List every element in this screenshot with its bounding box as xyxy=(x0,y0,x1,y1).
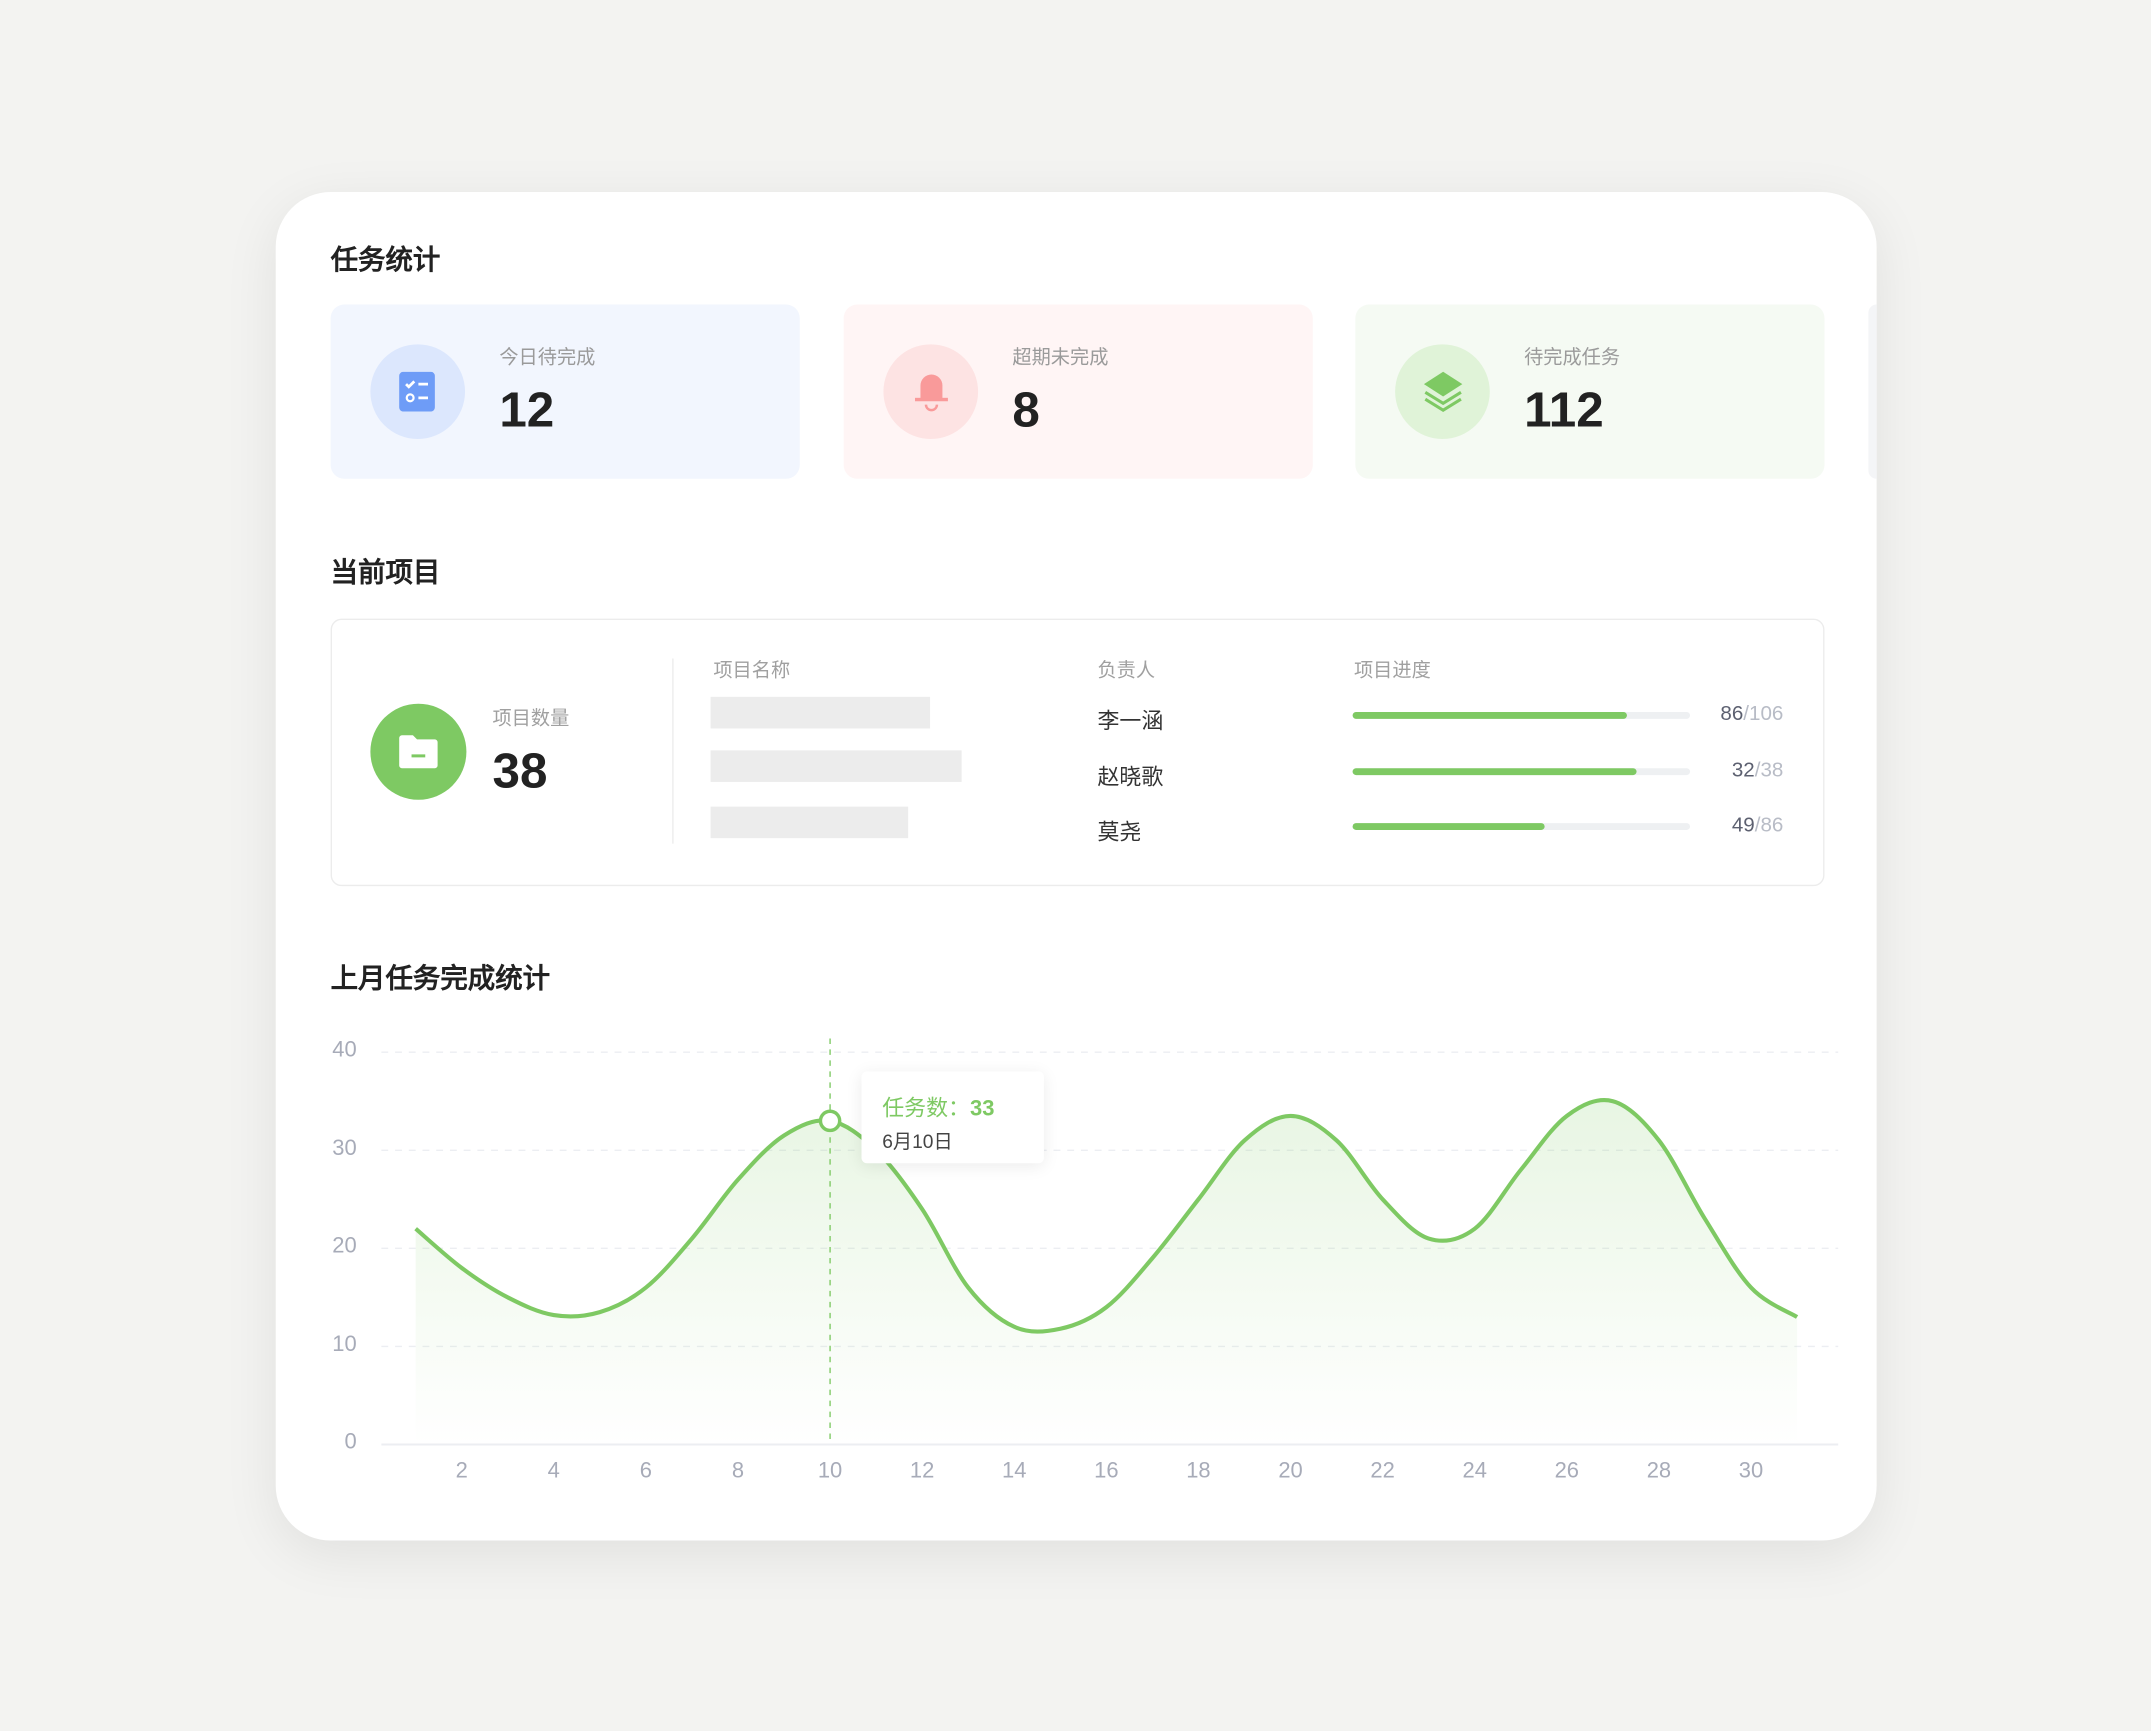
project-name-placeholder[interactable] xyxy=(710,750,962,782)
tooltip-number: 33 xyxy=(970,1097,995,1121)
x-tick-label: 2 xyxy=(455,1459,468,1483)
owner-name: 李一涵 xyxy=(1097,710,1164,734)
y-tick-label: 20 xyxy=(332,1234,357,1258)
current-projects-title: 当前项目 xyxy=(330,558,441,589)
stat-card-pending[interactable]: 待完成任务 112 xyxy=(1355,304,1825,479)
checklist-icon xyxy=(370,344,466,439)
chart-title: 上月任务完成统计 xyxy=(330,964,551,995)
x-tick-label: 16 xyxy=(1094,1459,1119,1483)
x-tick-label: 4 xyxy=(547,1459,560,1483)
x-tick-label: 30 xyxy=(1738,1459,1764,1483)
y-tick-label: 40 xyxy=(332,1038,357,1062)
stat-label: 待完成任务 xyxy=(1524,345,1621,368)
area-fill xyxy=(415,1100,1798,1445)
projects-panel xyxy=(330,618,1825,887)
progress-fill xyxy=(1352,823,1545,830)
x-tick-label: 12 xyxy=(909,1459,935,1483)
total-count: /106 xyxy=(1743,702,1784,726)
y-tick-label: 10 xyxy=(332,1332,357,1357)
stat-label: 今日待完成 xyxy=(499,345,596,368)
x-tick-label: 28 xyxy=(1646,1459,1672,1483)
progress-count: 86/106 xyxy=(1646,702,1783,725)
stat-value: 112 xyxy=(1524,381,1604,438)
x-tick-label: 24 xyxy=(1462,1459,1487,1483)
x-tick-label: 22 xyxy=(1370,1459,1395,1483)
x-tick-label: 18 xyxy=(1186,1459,1211,1483)
progress-bar xyxy=(1352,823,1691,830)
layers-icon xyxy=(1395,344,1490,439)
progress-fill xyxy=(1352,711,1627,719)
chart-tooltip: 任务数：33 6月10日 xyxy=(861,1071,1045,1164)
done-count: 32 xyxy=(1731,758,1755,782)
progress-bar xyxy=(1352,711,1691,719)
x-tick-label: 8 xyxy=(731,1459,745,1483)
y-tick-label: 0 xyxy=(344,1430,357,1455)
project-name-placeholder[interactable] xyxy=(710,696,931,729)
x-tick-label: 6 xyxy=(639,1459,652,1483)
stat-value: 8 xyxy=(1012,381,1040,438)
progress-count: 49/86 xyxy=(1646,813,1784,837)
total-count: /38 xyxy=(1754,758,1784,782)
done-count: 86 xyxy=(1720,702,1744,726)
stat-card-partial xyxy=(1868,304,1877,479)
progress-bar xyxy=(1352,768,1691,776)
stat-card-today[interactable]: 今日待完成 12 xyxy=(330,304,800,479)
column-header-owner: 负责人 xyxy=(1097,658,1156,681)
owner-name: 赵晓歌 xyxy=(1097,766,1164,791)
stat-value: 12 xyxy=(499,381,555,438)
done-count: 49 xyxy=(1731,813,1755,837)
project-count: 38 xyxy=(492,742,548,799)
series-line xyxy=(414,1098,1799,1334)
y-tick-label: 30 xyxy=(332,1136,357,1160)
total-count: /86 xyxy=(1754,813,1784,837)
progress-fill xyxy=(1352,768,1637,776)
project-name-placeholder[interactable] xyxy=(710,806,909,839)
x-tick-label: 26 xyxy=(1554,1459,1580,1483)
task-stats-title: 任务统计 xyxy=(330,245,441,276)
folder-icon xyxy=(370,703,467,800)
project-count-label: 项目数量 xyxy=(492,706,570,729)
stat-card-overdue[interactable]: 超期未完成 8 xyxy=(843,304,1313,479)
hover-point xyxy=(818,1109,842,1133)
divider xyxy=(672,658,674,844)
column-header-progress: 项目进度 xyxy=(1353,658,1431,681)
x-tick-label: 20 xyxy=(1278,1459,1303,1483)
x-tick-label: 10 xyxy=(817,1459,843,1483)
progress-count: 32/38 xyxy=(1646,758,1784,782)
owner-name: 莫尧 xyxy=(1097,821,1142,846)
stat-label: 超期未完成 xyxy=(1012,345,1109,368)
x-tick-label: 14 xyxy=(1002,1459,1027,1483)
tooltip-date: 6月10日 xyxy=(882,1130,953,1153)
tooltip-value: 任务数：33 xyxy=(882,1089,994,1122)
tooltip-label: 任务数： xyxy=(882,1097,971,1121)
column-header-name: 项目名称 xyxy=(713,658,791,681)
bell-icon xyxy=(883,344,979,439)
